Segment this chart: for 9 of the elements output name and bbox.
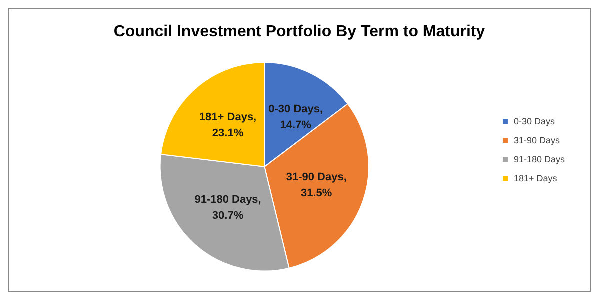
legend-label: 31-90 Days <box>514 136 560 146</box>
data-label: 181+ Days, 23.1% <box>199 112 257 140</box>
data-label: 91-180 Days, 30.7% <box>194 194 262 222</box>
data-label: 0-30 Days, 14.7% <box>268 104 324 132</box>
data-label: 31-90 Days, 31.5% <box>286 171 347 200</box>
chart-title: Council Investment Portfolio By Term to Maturity <box>114 24 486 40</box>
legend-label: 0-30 Days <box>514 116 556 126</box>
legend-label: 91-180 Days <box>514 154 566 164</box>
legend-label: 181+ Days <box>514 174 558 184</box>
